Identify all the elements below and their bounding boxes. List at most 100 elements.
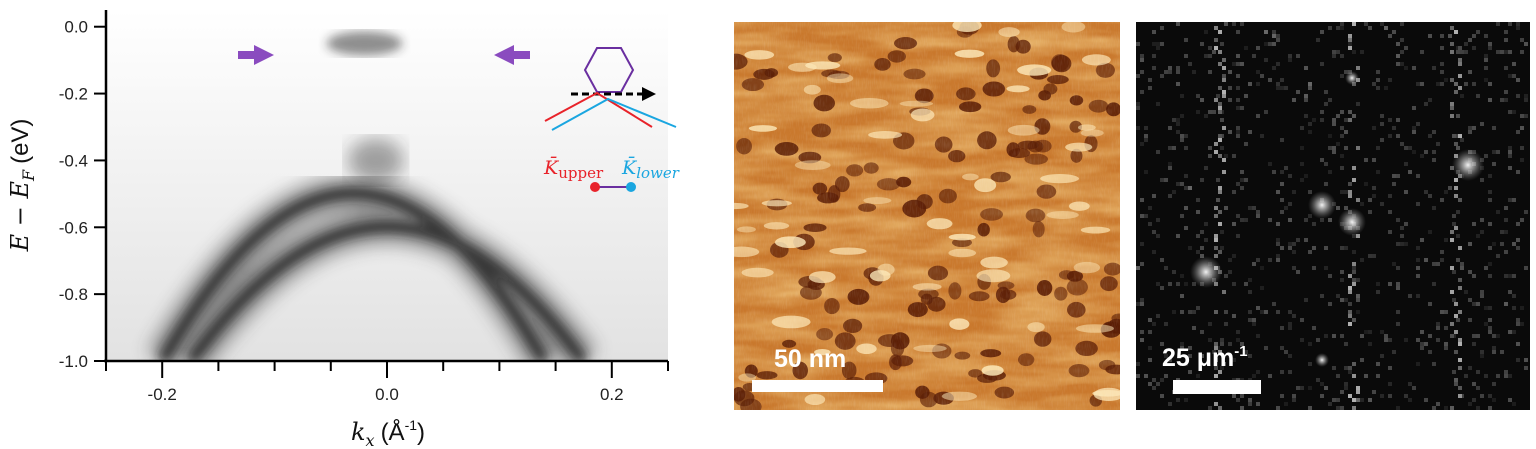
- fft-pixel: [1456, 210, 1460, 214]
- fft-pixel: [1140, 198, 1144, 202]
- fft-streak: [1458, 338, 1462, 342]
- fft-pixel: [1276, 254, 1280, 258]
- fft-pixel: [1440, 82, 1444, 86]
- fft-pixel: [1140, 90, 1144, 94]
- fft-pixel: [1268, 374, 1272, 378]
- fft-pixel: [1264, 30, 1268, 34]
- fft-pixel: [1476, 370, 1480, 374]
- fft-pixel: [1368, 198, 1372, 202]
- fft-streak: [1450, 238, 1454, 242]
- fft-pixel: [1332, 366, 1336, 370]
- fft-pixel: [1188, 346, 1192, 350]
- fft-pixel: [1208, 146, 1212, 150]
- fft-pixel: [1372, 186, 1376, 190]
- stm-streaks: [734, 22, 1120, 410]
- fft-pixel: [1224, 206, 1228, 210]
- fft-pixel: [1236, 398, 1240, 402]
- fft-pixel: [1164, 266, 1168, 270]
- fft-pixel: [1360, 202, 1364, 206]
- fft-pixel: [1240, 394, 1244, 398]
- fft-pixel: [1428, 34, 1432, 38]
- fft-pixel: [1276, 242, 1280, 246]
- x-tick-label: 0.0: [375, 385, 399, 404]
- fft-pixel: [1348, 42, 1352, 46]
- fft-pixel: [1372, 254, 1376, 258]
- fft-pixel: [1396, 134, 1400, 138]
- fft-pixel: [1488, 330, 1492, 334]
- fft-pixel: [1260, 134, 1264, 138]
- fft-pixel: [1416, 202, 1420, 206]
- fft-pixel: [1372, 126, 1376, 130]
- fft-pixel: [1276, 222, 1280, 226]
- fft-pixel: [1308, 362, 1312, 366]
- fft-pixel: [1156, 314, 1160, 318]
- fft-streak: [1348, 322, 1352, 326]
- fft-pixel: [1172, 270, 1176, 274]
- fft-pixel: [1380, 22, 1384, 26]
- fft-pixel: [1456, 318, 1460, 322]
- fft-pixel: [1324, 162, 1328, 166]
- fft-pixel: [1456, 146, 1460, 150]
- fft-pixel: [1156, 102, 1160, 106]
- fft-pixel: [1384, 338, 1388, 342]
- fft-pixel: [1240, 178, 1244, 182]
- fft-streak: [1348, 274, 1352, 278]
- fft-pixel: [1280, 370, 1284, 374]
- fft-pixel: [1376, 70, 1380, 74]
- fft-pixel: [1364, 158, 1368, 162]
- fft-pixel: [1384, 26, 1388, 30]
- fft-streak: [1348, 394, 1352, 398]
- fft-streak: [1222, 58, 1226, 62]
- fft-pixel: [1428, 302, 1432, 306]
- fft-pixel: [1256, 214, 1260, 218]
- fft-pixel: [1492, 126, 1496, 130]
- fft-pixel: [1280, 198, 1284, 202]
- fft-streak: [1348, 46, 1352, 50]
- fft-pixel: [1404, 162, 1408, 166]
- fft-scale-label: 25 μm-1: [1162, 343, 1248, 372]
- fft-pixel: [1388, 134, 1392, 138]
- fft-pixel: [1276, 38, 1280, 42]
- fft-pixel: [1444, 342, 1448, 346]
- fft-pixel: [1416, 246, 1420, 250]
- fft-streak: [1218, 222, 1222, 226]
- fft-pixel: [1140, 214, 1144, 218]
- fft-pixel: [1276, 406, 1280, 410]
- fft-streak: [1450, 78, 1454, 82]
- fft-pixel: [1404, 146, 1408, 150]
- fft-streak: [1356, 386, 1360, 390]
- fft-pixel: [1388, 394, 1392, 398]
- fft-pixel: [1268, 162, 1272, 166]
- fft-streak: [1214, 214, 1218, 218]
- fft-pixel: [1504, 274, 1508, 278]
- fft-pixel: [1488, 46, 1492, 50]
- fft-streak: [1218, 154, 1222, 158]
- fft-pixel: [1180, 294, 1184, 298]
- fft-pixel: [1160, 178, 1164, 182]
- fft-pixel: [1244, 282, 1248, 286]
- fft-pixel: [1312, 222, 1316, 226]
- fft-pixel: [1356, 102, 1360, 106]
- fft-pixel: [1284, 86, 1288, 90]
- fft-pixel: [1164, 374, 1168, 378]
- fft-pixel: [1344, 246, 1348, 250]
- fft-pixel: [1472, 34, 1476, 38]
- fft-streak: [1454, 330, 1458, 334]
- fft-pixel: [1140, 58, 1144, 62]
- fft-pixel: [1248, 130, 1252, 134]
- fft-pixel: [1248, 402, 1252, 406]
- fft-pixel: [1220, 342, 1224, 346]
- fft-streak: [1352, 262, 1356, 266]
- fft-pixel: [1144, 138, 1148, 142]
- fft-pixel: [1220, 338, 1224, 342]
- y-axis-title: E − EF(eV): [6, 119, 38, 253]
- fft-streak: [1454, 314, 1458, 318]
- fft-pixel: [1296, 238, 1300, 242]
- brillouin-inset: K̄upper K̄lower: [543, 47, 680, 192]
- fft-streak: [1214, 98, 1218, 102]
- fft-pixel: [1164, 354, 1168, 358]
- cut-arrow-head-icon: [642, 87, 656, 101]
- fft-streak: [1352, 178, 1356, 182]
- fft-streak: [1222, 90, 1226, 94]
- fft-peak: [1452, 149, 1484, 181]
